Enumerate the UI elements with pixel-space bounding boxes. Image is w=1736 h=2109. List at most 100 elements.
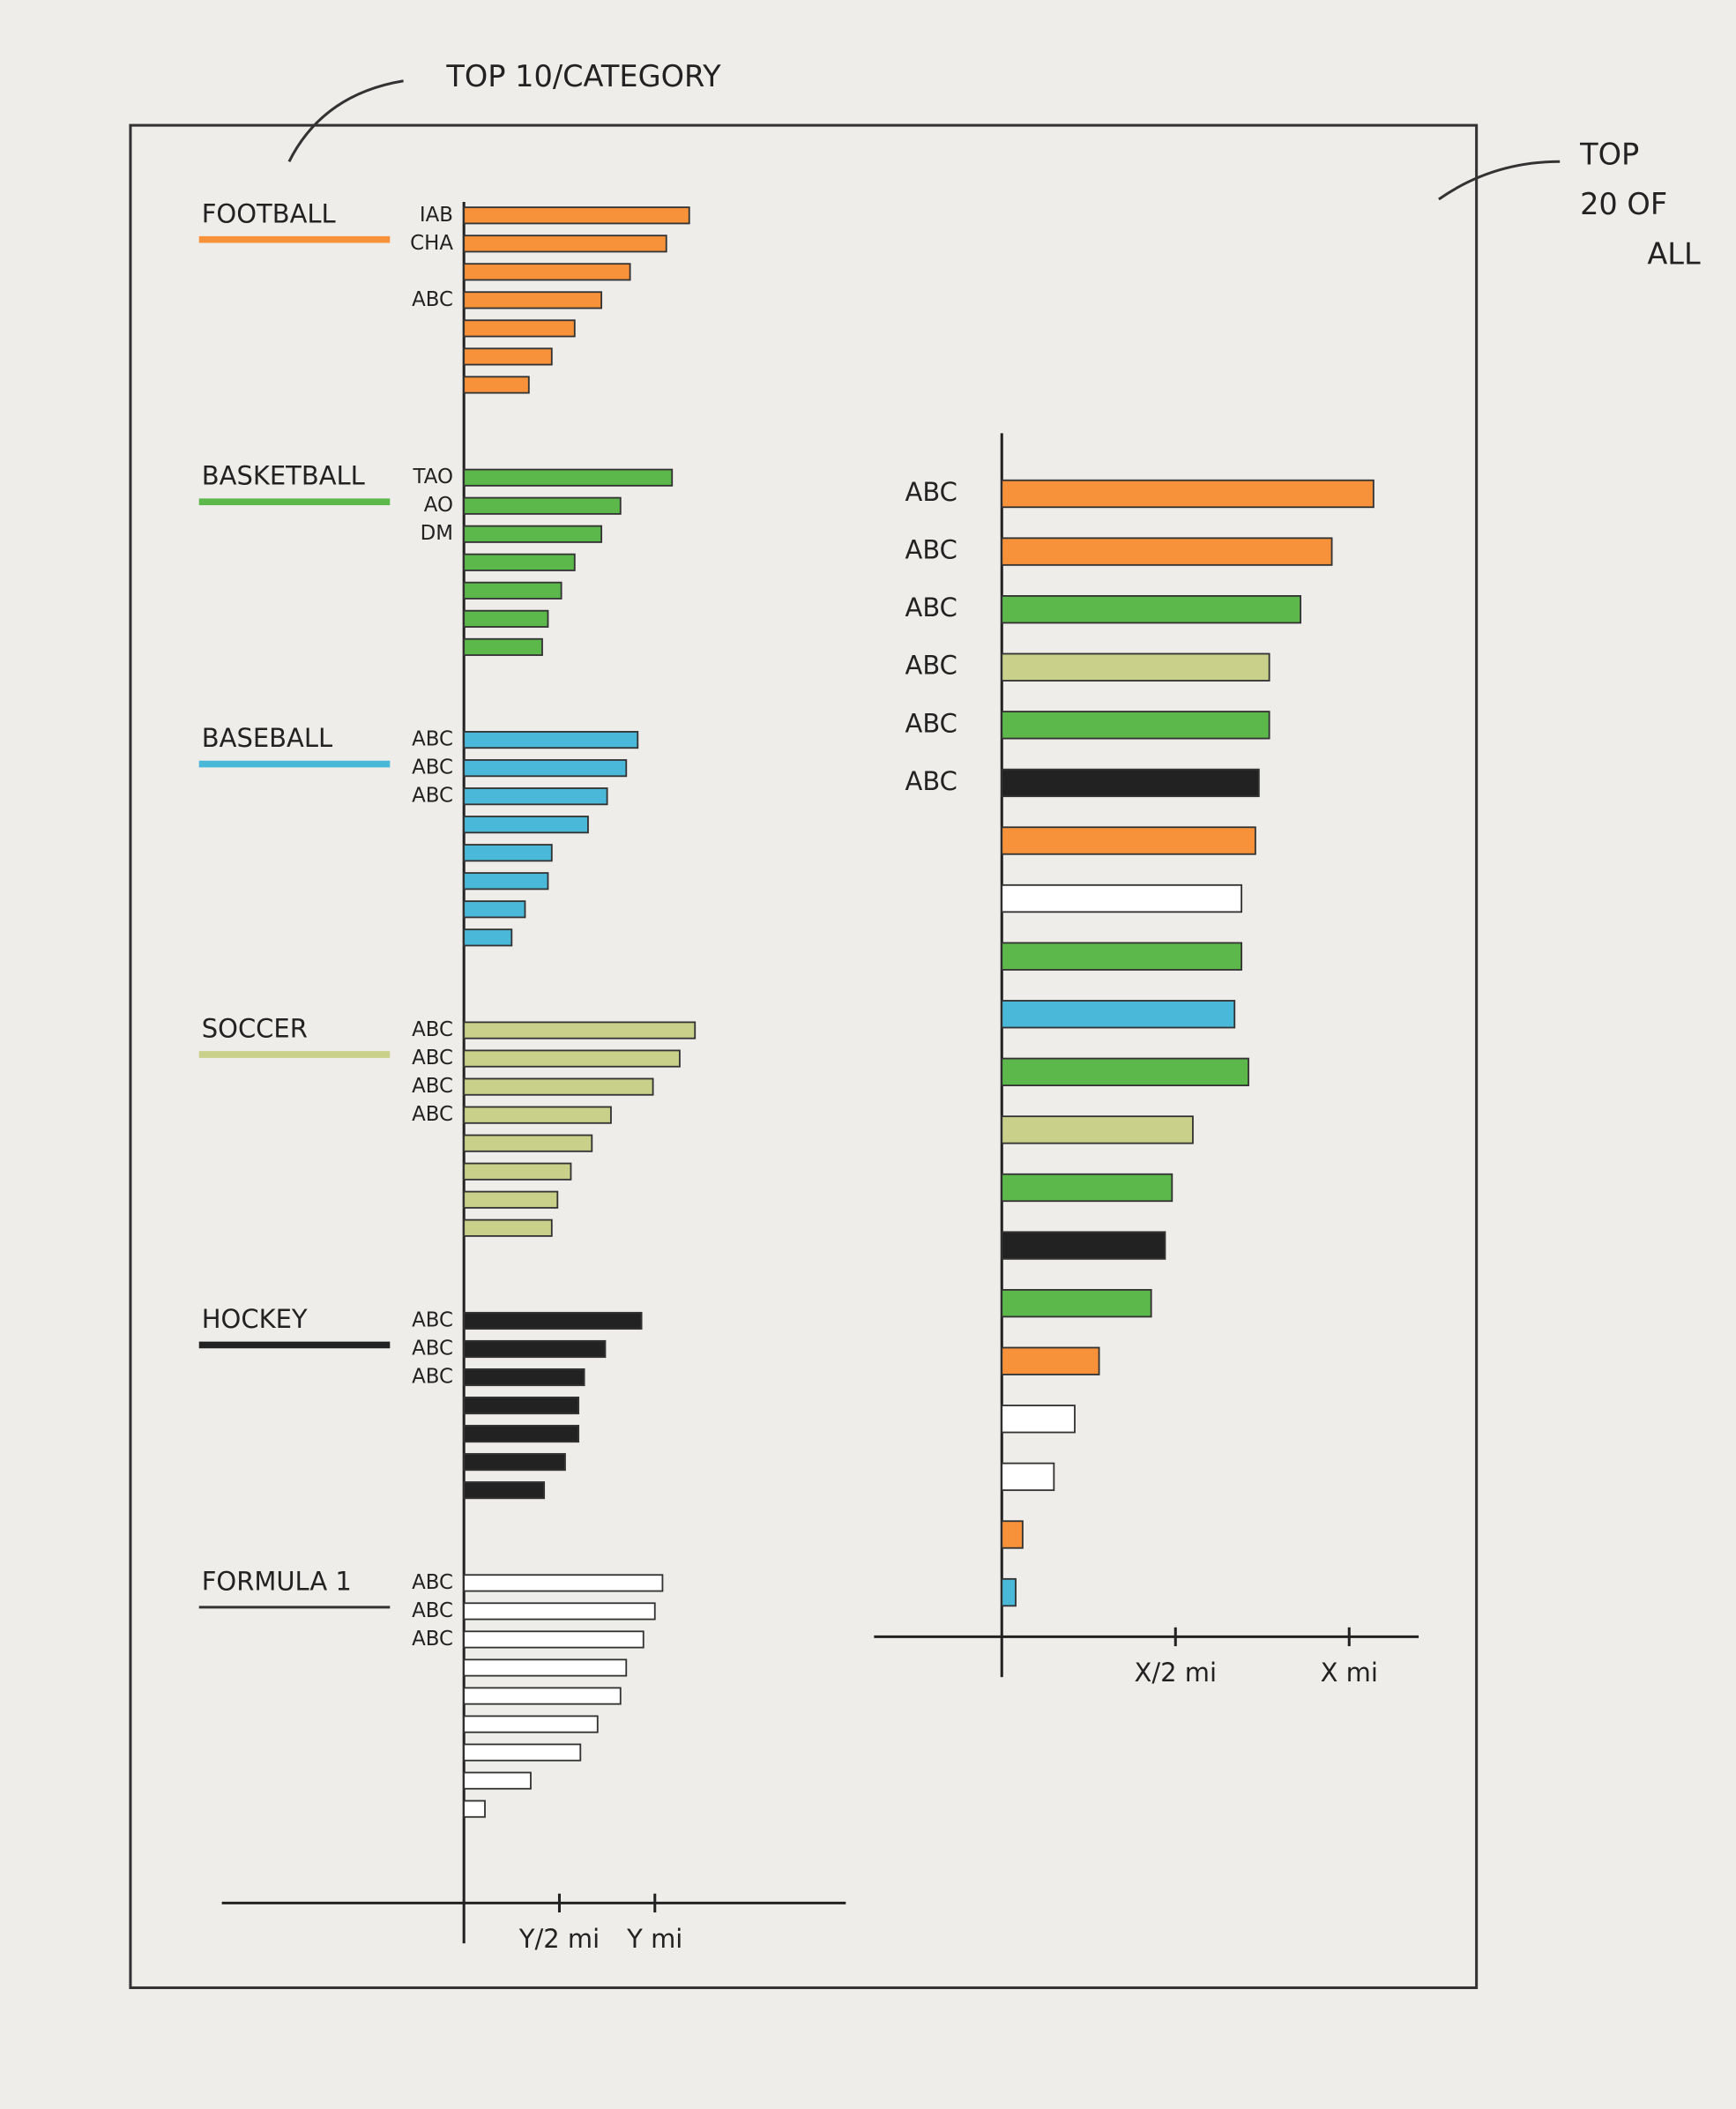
bar bbox=[1001, 942, 1243, 971]
bar bbox=[463, 319, 576, 338]
category-label: ABC bbox=[905, 477, 957, 507]
category-label: ABC bbox=[412, 756, 453, 779]
bar bbox=[463, 553, 576, 571]
bar bbox=[463, 1077, 654, 1096]
bar bbox=[1001, 1346, 1100, 1375]
bar bbox=[1001, 1520, 1024, 1549]
bar bbox=[1001, 1231, 1166, 1260]
bar bbox=[463, 900, 526, 919]
x-tick-label: X mi bbox=[1321, 1658, 1378, 1688]
bar bbox=[463, 235, 667, 253]
bar bbox=[463, 844, 553, 862]
bar bbox=[1001, 883, 1243, 913]
bar bbox=[1001, 1173, 1173, 1203]
bar bbox=[463, 1771, 532, 1790]
bar bbox=[463, 1367, 585, 1387]
bar bbox=[463, 1602, 656, 1621]
bar bbox=[463, 291, 603, 309]
bar bbox=[1001, 711, 1270, 740]
bar bbox=[463, 347, 553, 366]
bar bbox=[463, 787, 608, 806]
bar bbox=[463, 206, 690, 225]
category-label: ABC bbox=[412, 785, 453, 808]
bar bbox=[463, 928, 513, 947]
category-label: ABC bbox=[905, 592, 957, 622]
category-label: ABC bbox=[412, 1103, 453, 1126]
bar bbox=[463, 1397, 580, 1415]
bar bbox=[1001, 537, 1333, 566]
bar bbox=[463, 1339, 607, 1359]
arrow bbox=[1438, 160, 1561, 201]
annotation: 20 OF bbox=[1580, 187, 1667, 221]
category-label: ABC bbox=[412, 1338, 453, 1360]
bar bbox=[1001, 652, 1270, 682]
category-label: ABC bbox=[905, 651, 957, 681]
category-label: DM bbox=[421, 522, 453, 545]
group-label: SOCCER bbox=[202, 1014, 308, 1044]
bar bbox=[463, 1134, 593, 1152]
bar bbox=[1001, 1405, 1076, 1434]
bar bbox=[1001, 826, 1256, 855]
bar bbox=[463, 1800, 486, 1818]
category-label: ABC bbox=[905, 535, 957, 565]
group-label: HOCKEY bbox=[202, 1304, 308, 1334]
x-tick-label: Y mi bbox=[626, 1924, 682, 1954]
group-label: FOOTBALL bbox=[202, 198, 336, 228]
bar bbox=[1001, 1462, 1055, 1492]
bar bbox=[463, 1743, 582, 1762]
category-label: ABC bbox=[412, 728, 453, 751]
bar bbox=[463, 376, 530, 394]
bar bbox=[463, 609, 549, 628]
bar bbox=[463, 1658, 628, 1677]
bar bbox=[463, 1162, 572, 1181]
bar bbox=[463, 1049, 681, 1068]
category-label: AO bbox=[424, 494, 453, 517]
annotation: ALL bbox=[1647, 237, 1701, 272]
category-label: ABC bbox=[412, 1571, 453, 1594]
annotation: TOP bbox=[1579, 138, 1639, 172]
bar bbox=[1001, 595, 1302, 624]
bar bbox=[1001, 768, 1260, 798]
bar bbox=[1001, 479, 1375, 509]
group-label: BASKETBALL bbox=[202, 461, 365, 491]
group-label: FORMULA 1 bbox=[202, 1566, 352, 1596]
bar bbox=[463, 1425, 580, 1443]
arrow bbox=[287, 79, 404, 162]
bar bbox=[463, 496, 622, 515]
bar bbox=[463, 1630, 644, 1649]
bar bbox=[1001, 1288, 1152, 1318]
bar bbox=[463, 759, 628, 778]
bar bbox=[1001, 1057, 1249, 1086]
category-label: CHA bbox=[410, 232, 453, 255]
category-label: IAB bbox=[420, 204, 453, 227]
category-label: ABC bbox=[905, 708, 957, 738]
bar bbox=[463, 1190, 559, 1209]
bar bbox=[463, 468, 674, 487]
bar bbox=[463, 1311, 643, 1330]
category-label: ABC bbox=[412, 1628, 453, 1651]
bar bbox=[463, 731, 639, 749]
category-label: ABC bbox=[905, 766, 957, 796]
bar bbox=[463, 816, 589, 834]
bar bbox=[463, 1021, 697, 1040]
bar bbox=[463, 1106, 612, 1124]
category-label: TAO bbox=[413, 466, 453, 488]
annotation: TOP 10/CATEGORY bbox=[445, 59, 721, 93]
frame bbox=[129, 123, 1479, 1989]
category-label: ABC bbox=[412, 288, 453, 311]
x-tick-label: Y/2 mi bbox=[518, 1924, 600, 1954]
group-label: BASEBALL bbox=[202, 723, 332, 753]
bar bbox=[1001, 1115, 1194, 1144]
category-label: ABC bbox=[412, 1018, 453, 1041]
bar bbox=[463, 1715, 599, 1733]
category-label: ABC bbox=[412, 1075, 453, 1098]
bar bbox=[463, 1481, 546, 1500]
category-label: ABC bbox=[412, 1599, 453, 1622]
bar bbox=[463, 263, 631, 281]
bar bbox=[463, 581, 563, 600]
bar bbox=[463, 872, 549, 891]
category-label: ABC bbox=[412, 1366, 453, 1389]
category-label: ABC bbox=[412, 1308, 453, 1331]
